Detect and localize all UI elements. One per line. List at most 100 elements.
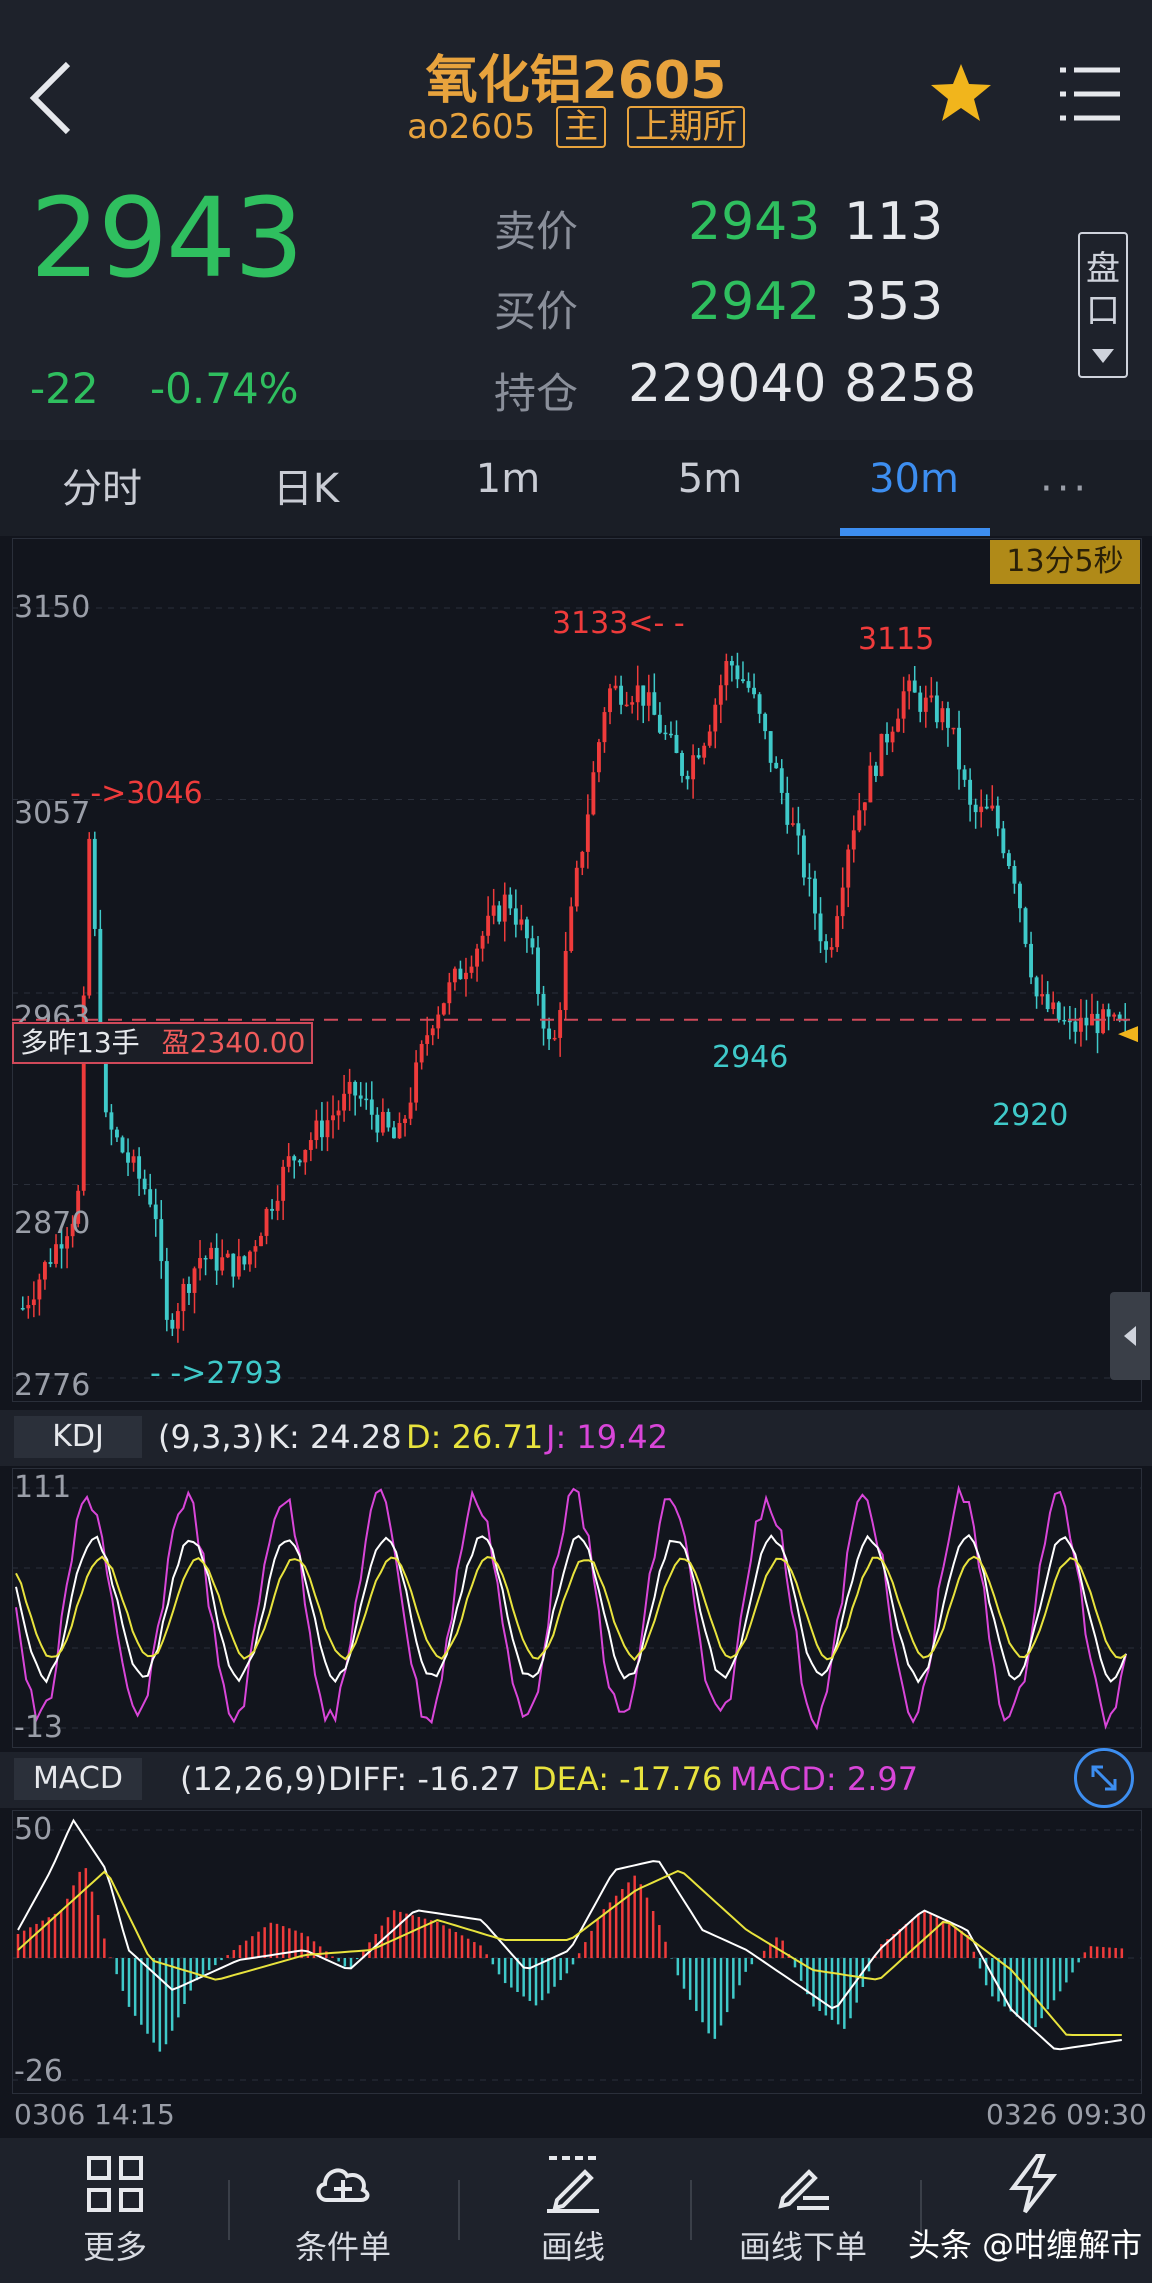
annotation-high-2: 3115 [858,622,935,657]
more-tabs-button[interactable]: ··· [1040,466,1091,512]
candle-body [380,1111,385,1133]
candle-body [790,823,795,825]
candle-body [397,1123,402,1139]
candle-body [669,733,673,736]
kdj-axis-bottom: -13 [14,1710,63,1745]
candle-body [87,838,92,996]
tab-30m[interactable]: 30m [869,456,959,502]
candle-body [563,950,568,1011]
candlestick-chart[interactable] [12,538,1142,1402]
candle-body [547,1028,552,1040]
candle-body [851,830,856,850]
order-book-button[interactable]: 盘口 [1078,232,1128,378]
macd-dea-value: DEA: -17.76 [532,1760,723,1798]
candle-body [724,661,729,686]
conditional-order-button[interactable]: 条件单 [248,2138,438,2283]
candle-body [319,1120,324,1138]
candle-body [569,906,574,951]
macd-chart[interactable] [12,1810,1142,2094]
candle-body [253,1246,258,1252]
macd-axis-top: 50 [14,1812,53,1847]
candle-body [1073,1021,1078,1032]
candle-body [242,1256,247,1265]
more-button[interactable]: 更多 [20,2138,210,2283]
candle-body [192,1268,197,1293]
expand-icon[interactable] [1074,1748,1134,1808]
annotation-high: 3133<- - [552,606,685,641]
caret-down-icon [1092,349,1114,363]
candle-body [524,919,529,939]
bid-label: 买价 [494,287,579,336]
draw-line-button[interactable]: 画线 [478,2138,668,2283]
lightning-icon [1009,2154,1058,2214]
toolbar-divider [458,2180,460,2240]
candle-body [369,1099,374,1115]
candle-body [159,1219,164,1262]
menu-list-icon[interactable] [1058,64,1122,124]
candle-body [1067,1020,1072,1023]
candle-body [109,1112,114,1130]
annotation-low-right: 2920 [992,1098,1069,1133]
toolbar-divider [228,2180,230,2240]
candle-body [1012,865,1017,884]
annotation-mark-left: - ->3046 [70,776,203,811]
candle-body [541,993,546,1029]
candle-body [1034,977,1039,997]
macd-params: (12,26,9) [180,1760,328,1798]
candle-body [1117,1014,1122,1020]
candle-body [220,1257,225,1271]
conditional-order-label: 条件单 [294,2228,391,2266]
kdj-chart[interactable] [12,1468,1142,1748]
candle-body [331,1115,335,1121]
candle-body [890,731,895,743]
candle-body [630,702,635,705]
candle-body [131,1156,136,1163]
watermark: 头条 @咁缠解市 [908,2226,1143,2264]
candle-body [696,755,701,758]
candle-body [580,851,585,868]
candle-body [746,681,751,688]
tab-time-sharing[interactable]: 分时 [62,466,142,512]
candle-body [818,913,823,942]
kdj-k-value: K: 24.28 [268,1418,402,1456]
candle-body [475,948,479,967]
quick-order-button[interactable] [938,2138,1128,2283]
candle-body [81,995,86,1191]
side-drawer-handle[interactable] [1110,1292,1150,1380]
candle-body [430,1028,435,1036]
candle-body [923,697,928,712]
candle-body [286,1156,291,1167]
candle-body [209,1247,214,1259]
tab-5m[interactable]: 5m [677,456,743,502]
candle-body [37,1279,42,1300]
kdj-d-line [15,1555,1127,1662]
macd-indicator-selector[interactable]: MACD [14,1758,142,1800]
back-arrow-icon[interactable] [24,58,84,138]
candle-body [663,732,668,735]
candle-body [486,915,491,936]
kdj-indicator-selector[interactable]: KDJ [14,1416,142,1458]
favorite-star-icon[interactable] [928,60,994,126]
candle-body [752,687,756,695]
tab-daily-k[interactable]: 日K [272,466,340,512]
candle-body [270,1208,275,1211]
candle-body [164,1261,169,1320]
candle-body [735,665,740,680]
candle-body [358,1095,363,1099]
tab-1m[interactable]: 1m [475,456,541,502]
draw-line-order-button[interactable]: 画线下单 [708,2138,898,2283]
kdj-axis-top: 111 [14,1470,72,1505]
position-tag[interactable]: 多昨13手 盈2340.00 [12,1022,314,1064]
candle-body [247,1251,252,1265]
candle-body [641,685,646,706]
candle-body [20,1308,25,1310]
candle-body [840,887,845,917]
candle-body [591,772,596,815]
order-book-label: 盘口 [1086,249,1120,331]
candle-body [231,1253,236,1277]
candle-body [624,704,629,707]
draw-line-label: 画线 [540,2228,605,2266]
candle-body [1029,943,1033,978]
candle-body [513,908,518,925]
candle-body [763,713,768,732]
